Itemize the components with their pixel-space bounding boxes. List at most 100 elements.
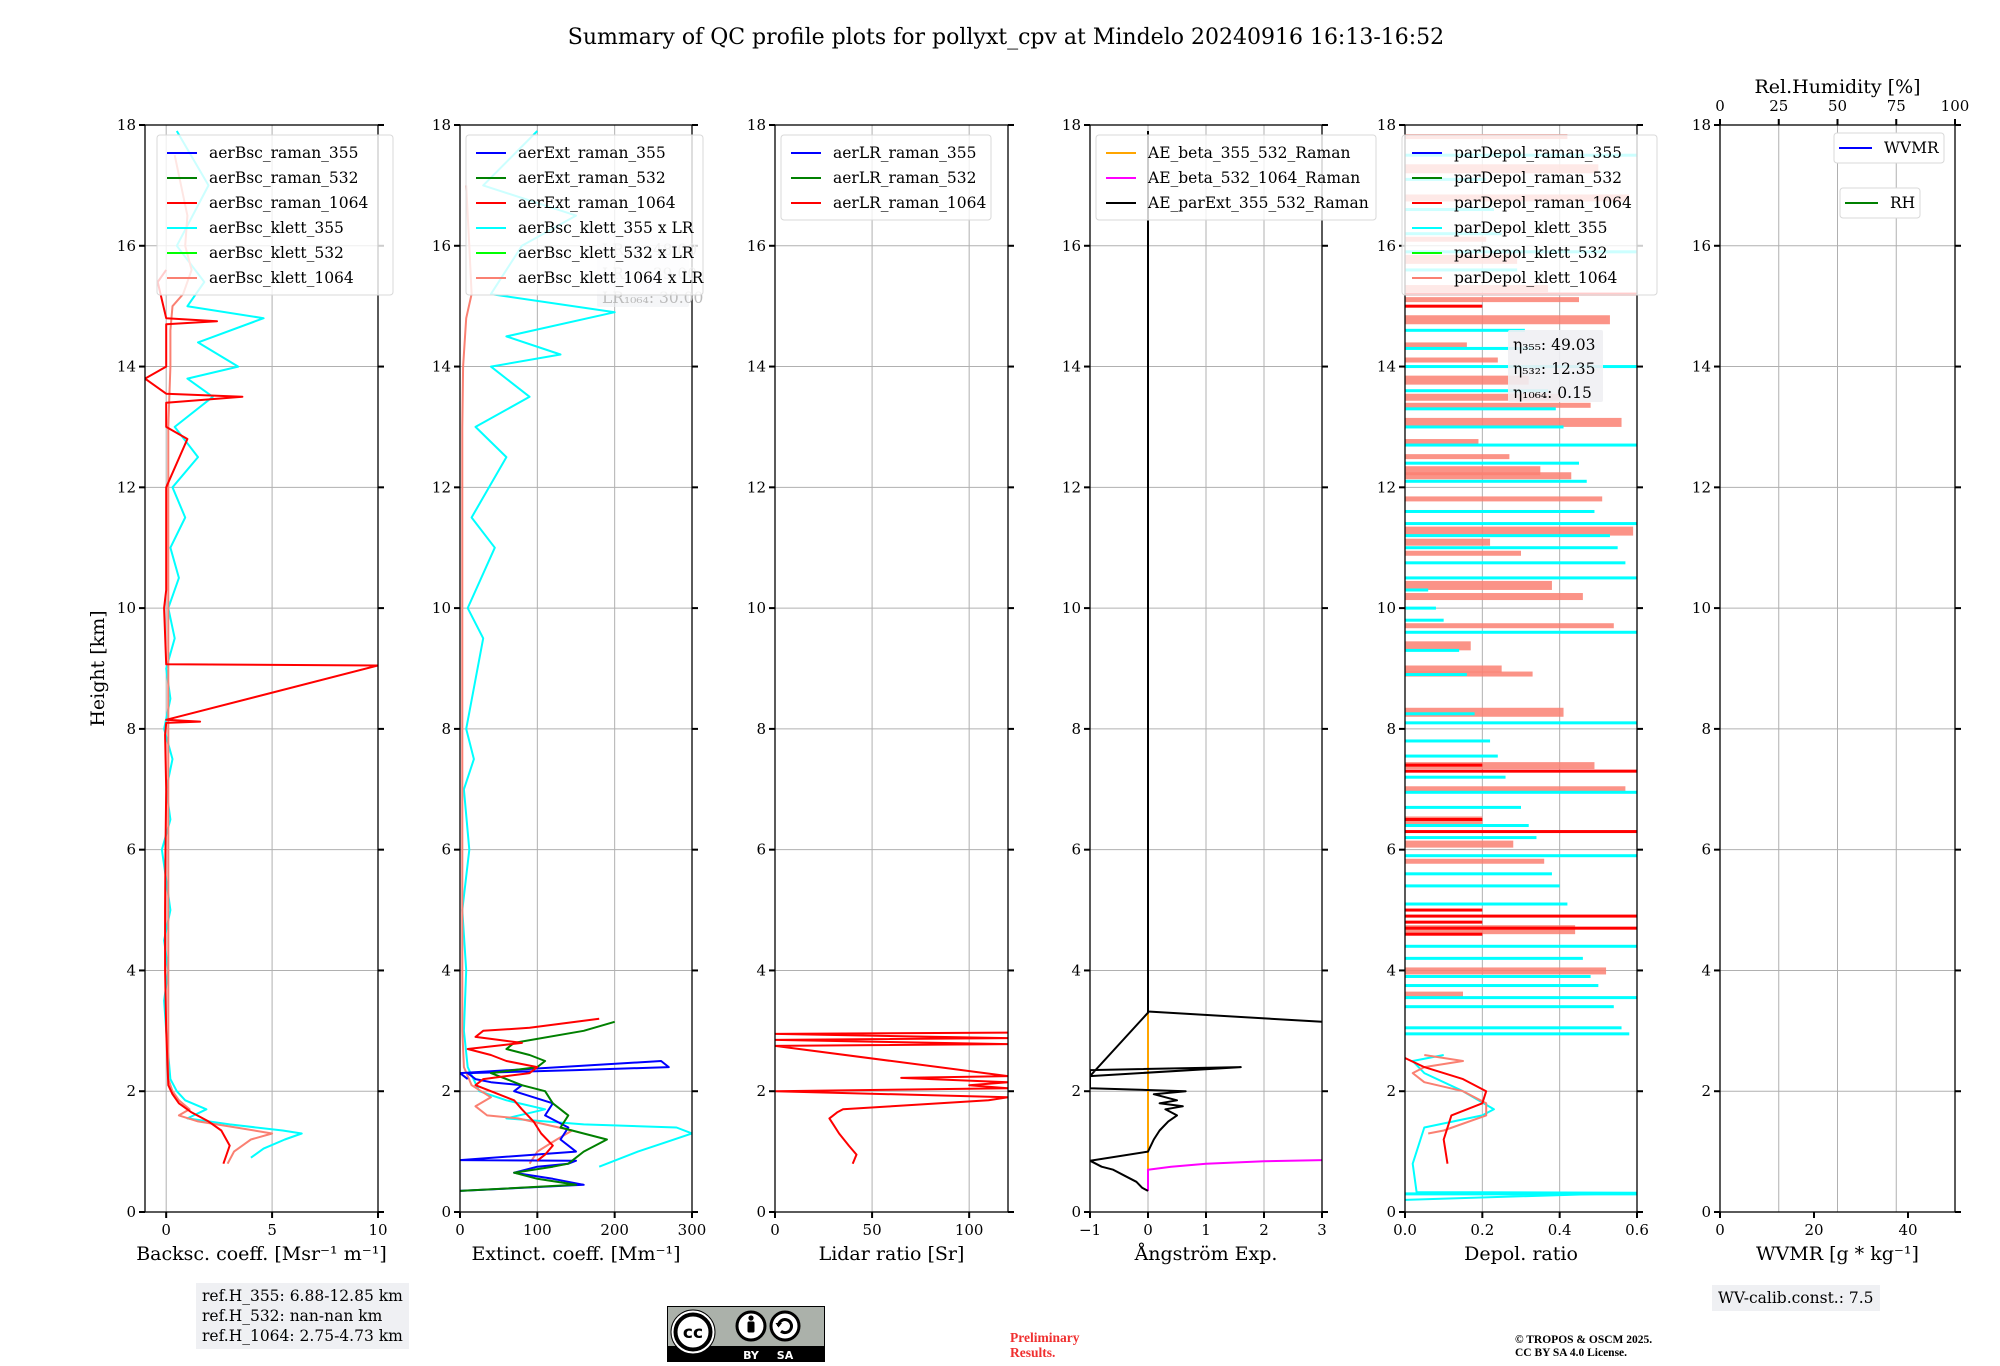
y-tick-label: 14 <box>747 358 766 376</box>
top-x-tick-label: 25 <box>1769 97 1788 115</box>
series-line-aerExt_raman_355 <box>460 1060 670 1192</box>
series-band-parDepol_klett_1064 <box>1405 550 1521 556</box>
y-tick-label: 16 <box>1692 237 1711 255</box>
y-tick-label: 2 <box>1701 1082 1711 1100</box>
legend-label: aerBsc_klett_355 <box>209 219 344 237</box>
series-band-parDepol_klett_355 <box>1405 346 1533 350</box>
legend-label: RH <box>1890 194 1915 212</box>
y-tick-label: 18 <box>117 116 136 134</box>
legend-label: AE_parExt_355_532_Raman <box>1147 194 1369 212</box>
series-band-parDepol_klett_355 <box>1405 1192 1637 1196</box>
legend-frame <box>156 134 394 296</box>
x-tick-label: −1 <box>1079 1221 1101 1239</box>
x-axis-label: WVMR [g * kg⁻¹] <box>1756 1243 1919 1265</box>
series-line-aerBsc_klett_1064 x LR <box>461 185 574 1165</box>
series-band-parDepol_klett_1064 <box>1405 840 1514 848</box>
series-band-parDepol_klett_1064 <box>1405 315 1610 325</box>
series-band-parDepol_klett_1064 <box>1405 357 1498 363</box>
y-tick-label: 14 <box>1692 358 1711 376</box>
data-series <box>460 130 692 1192</box>
x-tick-label: 0.4 <box>1548 1221 1572 1239</box>
series-band-parDepol_klett_355 <box>1405 389 1549 393</box>
y-tick-label: 12 <box>1692 478 1711 496</box>
x-tick-label: 3 <box>1317 1221 1327 1239</box>
series-band-parDepol_klett_355 <box>1405 443 1637 447</box>
top-x-tick-label: 50 <box>1828 97 1847 115</box>
x-tick-label: 20 <box>1804 1221 1823 1239</box>
cc-by-sa-badge: cc BY SA <box>667 1306 825 1366</box>
x-tick-label: 0.6 <box>1625 1221 1649 1239</box>
series-band-parDepol_klett_1064 <box>1405 967 1607 975</box>
y-tick-label: 2 <box>441 1082 451 1100</box>
x-tick-label: 0 <box>455 1221 465 1239</box>
series-band-parDepol_klett_355 <box>1405 775 1506 779</box>
y-tick-label: 16 <box>432 237 451 255</box>
y-tick-label: 10 <box>1692 599 1711 617</box>
series-line-aerBsc_klett_355 x LR <box>461 130 692 1168</box>
annotation-text: η₁₀₆₄: 0.15 <box>1513 384 1592 402</box>
y-axis-label: Height [km] <box>87 610 109 726</box>
series-line-parDepol_klett_1064 <box>1411 1054 1488 1135</box>
y-tick-label: 10 <box>1377 599 1396 617</box>
series-band-parDepol_klett_1064 <box>1405 402 1591 408</box>
axes-frame <box>144 124 379 1213</box>
series-band-parDepol_klett_355 <box>1405 328 1525 332</box>
series-band-parDepol_raman_1064 <box>1405 817 1483 821</box>
top-x-tick-label: 0 <box>1715 97 1725 115</box>
y-tick-label: 2 <box>1386 1082 1396 1100</box>
legend-label: aerBsc_klett_532 x LR <box>518 244 695 262</box>
figure-title: Summary of QC profile plots for pollyxt_… <box>568 25 1444 50</box>
series-band-parDepol_klett_355 <box>1405 534 1610 538</box>
series-band-parDepol_klett_355 <box>1405 790 1637 794</box>
series-line-aerExt_raman_1064 <box>466 1017 600 1162</box>
legend-label: parDepol_raman_532 <box>1454 169 1622 187</box>
legend: AE_beta_355_532_Raman AE_beta_532_1064_Ra… <box>1095 134 1377 221</box>
y-tick-label: 6 <box>756 841 766 859</box>
x-axis-label: Backsc. coeff. [Msr⁻¹ m⁻¹] <box>136 1243 387 1265</box>
legend-frame <box>780 134 992 221</box>
copyright-line-1: © TROPOS & OSCM 2025. <box>1515 1334 1653 1346</box>
top-x-axis-label: Rel.Humidity [%] <box>1754 76 1920 98</box>
legend-label: parDepol_raman_355 <box>1454 144 1622 162</box>
y-tick-label: 14 <box>117 358 136 376</box>
series-line-parDepol_raman_1064 <box>1405 1057 1488 1164</box>
x-tick-label: 0.2 <box>1470 1221 1494 1239</box>
legend-label: aerLR_raman_355 <box>833 144 976 162</box>
series-band-parDepol_klett_355 <box>1405 648 1460 652</box>
y-tick-label: 18 <box>432 116 451 134</box>
series-band-parDepol_klett_1064 <box>1405 417 1622 427</box>
series-band-parDepol_klett_355 <box>1405 606 1436 610</box>
y-tick-label: 6 <box>1701 841 1711 859</box>
series-band-parDepol_klett_1064 <box>1405 393 1560 401</box>
series-band-parDepol_klett_1064 <box>1405 671 1533 677</box>
preliminary-line-2: Results. <box>1010 1345 1056 1360</box>
y-tick-label: 12 <box>432 478 451 496</box>
wv-calibration-box: WV-calib.const.: 7.5 <box>1712 1285 1880 1311</box>
x-tick-label: 100 <box>955 1221 984 1239</box>
series-band-parDepol_klett_1064 <box>1405 342 1467 350</box>
series-line-AE_beta_532_1064_Raman <box>1147 1159 1322 1191</box>
axes-frame <box>774 124 1009 1213</box>
series-line-aerBsc_klett_1064 <box>167 154 274 1165</box>
legend-rh: RH <box>1839 187 1921 219</box>
y-tick-label: 2 <box>1071 1082 1081 1100</box>
series-band-parDepol_klett_1064 <box>1405 538 1491 546</box>
y-tick-label: 8 <box>1071 720 1081 738</box>
legend-label: aerLR_raman_1064 <box>833 194 986 212</box>
series-band-parDepol_klett_355 <box>1405 461 1579 465</box>
y-tick-label: 10 <box>1062 599 1081 617</box>
series-band-parDepol_klett_355 <box>1405 984 1599 988</box>
top-x-tick-label: 75 <box>1887 97 1906 115</box>
data-series <box>145 130 378 1165</box>
y-tick-label: 8 <box>1701 720 1711 738</box>
y-tick-label: 6 <box>126 841 136 859</box>
series-band-parDepol_klett_1064 <box>1405 526 1634 536</box>
copyright-line-2: CC BY SA 4.0 License. <box>1515 1347 1628 1359</box>
y-tick-label: 12 <box>747 478 766 496</box>
x-tick-label: 1 <box>1201 1221 1211 1239</box>
legend-frame <box>1833 132 1945 164</box>
series-band-parDepol_klett_1064 <box>1405 623 1614 629</box>
series-band-parDepol_klett_1064 <box>1405 580 1552 590</box>
